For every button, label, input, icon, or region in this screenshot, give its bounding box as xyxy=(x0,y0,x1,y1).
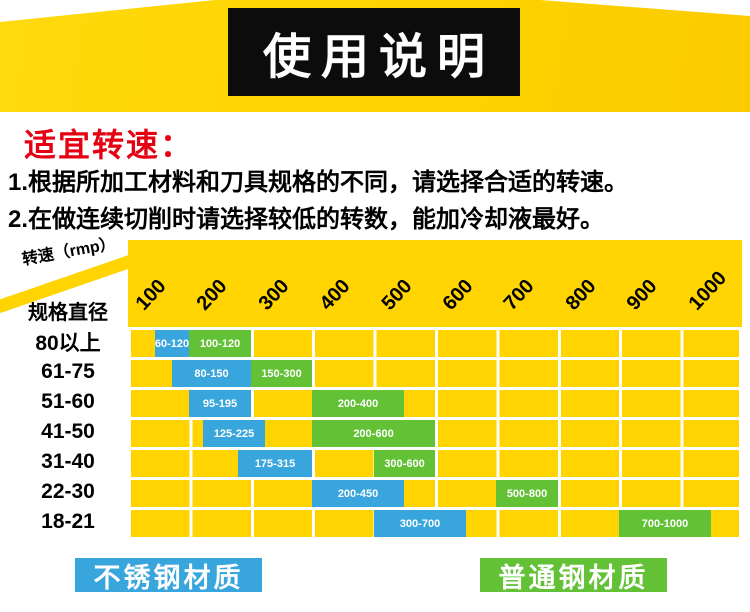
speed-column-header: 900 xyxy=(622,275,662,315)
page-title: 使用说明 xyxy=(262,31,495,84)
corner-diameter-label: 规格直径 xyxy=(28,302,108,324)
speed-table: 转速（rmp） 规格直径 100 200 300 400 500 600 700… xyxy=(0,236,742,540)
stainless-bar: 300-700 xyxy=(374,510,466,537)
ordinary-bar: 150-300 xyxy=(251,360,312,387)
speed-column-header: 600 xyxy=(438,275,478,315)
instruction-line-2: 2.在做连续切削时请选择较低的转数，能加冷却液最好。 xyxy=(8,206,605,233)
ordinary-range-label: 500-800 xyxy=(506,487,548,500)
legend-ordinary-label: 普通钢材质 xyxy=(498,562,649,593)
stainless-range-label: 175-315 xyxy=(254,457,296,470)
legend-stainless-label: 不锈钢材质 xyxy=(93,562,244,593)
title-banner: 使用说明 xyxy=(228,8,520,96)
speed-column-header: 1000 xyxy=(684,267,732,315)
diameter-row-label: 31-40 xyxy=(41,450,95,473)
speed-column-header: 700 xyxy=(499,275,539,315)
ordinary-bar: 100-120 xyxy=(189,330,251,357)
stainless-bar: 60-120 xyxy=(155,330,189,357)
stainless-range-label: 80-150 xyxy=(194,367,229,380)
ordinary-range-label: 700-1000 xyxy=(641,517,689,530)
diameter-row-label: 18-21 xyxy=(41,510,95,533)
ordinary-range-label: 150-300 xyxy=(261,367,302,380)
stainless-bar: 175-315 xyxy=(238,450,312,477)
ordinary-bar: 200-600 xyxy=(312,420,435,447)
stainless-range-label: 125-225 xyxy=(213,427,255,440)
stainless-range-label: 60-120 xyxy=(154,337,190,350)
diameter-row-label: 61-75 xyxy=(41,360,95,383)
ordinary-bar: 200-400 xyxy=(312,390,404,417)
speed-column-header: 200 xyxy=(192,275,232,315)
speed-column-header: 100 xyxy=(131,275,171,315)
diameter-row-label: 51-60 xyxy=(41,390,95,413)
stainless-range-label: 95-195 xyxy=(202,397,238,410)
stainless-bar: 95-195 xyxy=(189,390,251,417)
ordinary-bar: 700-1000 xyxy=(619,510,711,537)
speed-column-header: 300 xyxy=(254,275,294,315)
grid-line xyxy=(739,327,742,540)
ordinary-range-label: 200-600 xyxy=(353,427,394,440)
diameter-row-label: 41-50 xyxy=(41,420,95,443)
stainless-range-label: 300-700 xyxy=(399,517,441,530)
legend-stainless: 不锈钢材质 xyxy=(75,558,262,593)
diameter-row-label: 80以上 xyxy=(35,332,101,355)
stainless-bar: 200-450 xyxy=(312,480,404,507)
section-heading: 适宜转速： xyxy=(24,127,195,163)
stainless-bar: 80-150 xyxy=(172,360,251,387)
ordinary-bar: 300-600 xyxy=(374,450,435,477)
stainless-bar: 125-225 xyxy=(203,420,265,447)
speed-column-header: 500 xyxy=(377,275,417,315)
legend-ordinary: 普通钢材质 xyxy=(480,558,667,593)
instruction-line-1: 1.根据所加工材料和刀具规格的不同，请选择合适的转速。 xyxy=(8,169,629,196)
diameter-row-label: 22-30 xyxy=(41,480,95,503)
speed-column-header: 400 xyxy=(315,275,355,315)
speed-column-header: 800 xyxy=(561,275,601,315)
ordinary-range-label: 100-120 xyxy=(199,337,241,350)
ordinary-range-label: 300-600 xyxy=(384,457,425,470)
ordinary-bar: 500-800 xyxy=(496,480,558,507)
stainless-range-label: 200-450 xyxy=(337,487,379,500)
ordinary-range-label: 200-400 xyxy=(337,397,379,410)
